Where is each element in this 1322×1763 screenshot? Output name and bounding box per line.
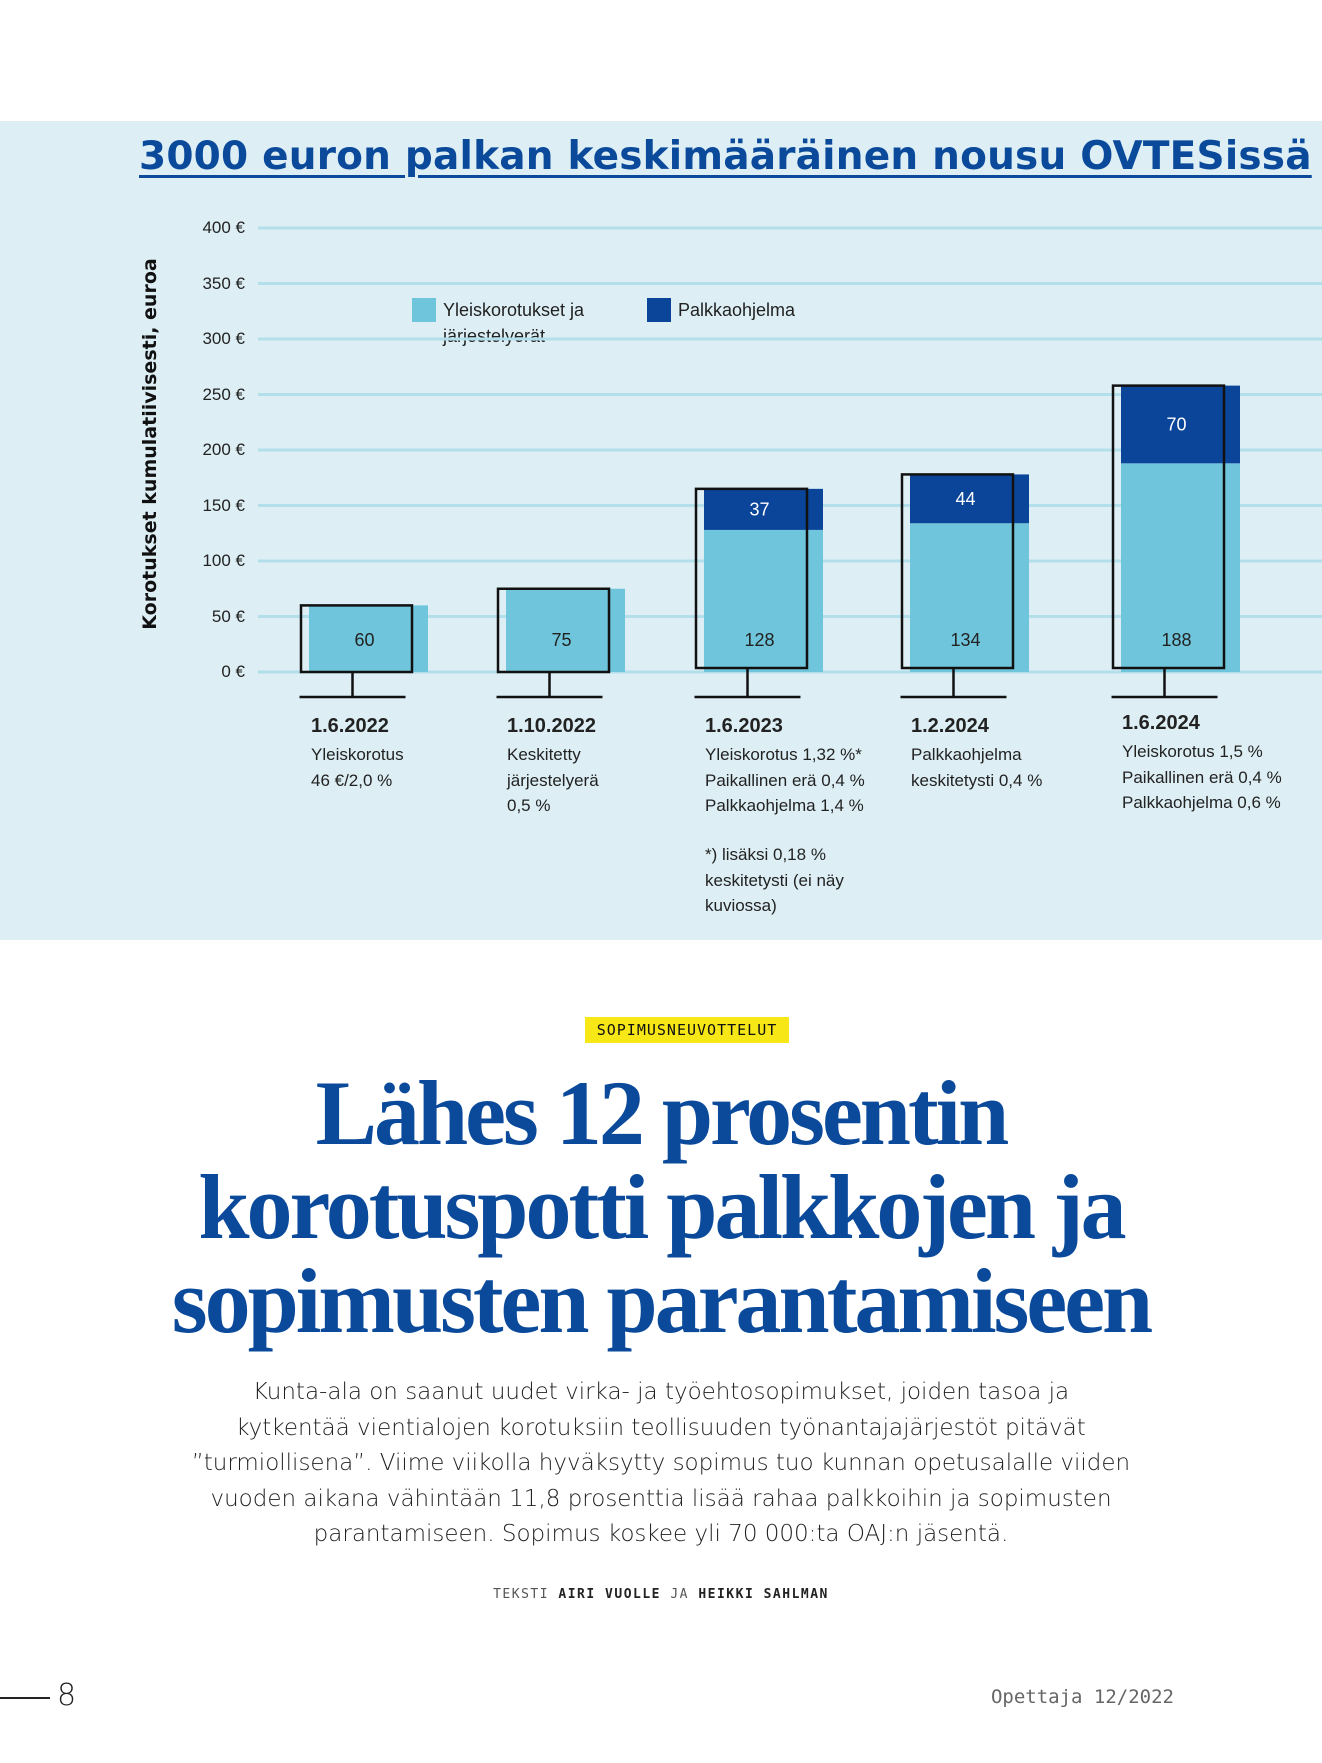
- publication-issue: Opettaja 12/2022: [990, 1686, 1174, 1708]
- category-note: Palkkaohjelma 1,4 %: [705, 796, 864, 815]
- x-category-label: 1.6.2024 Yleiskorotus 1,5 % Paikallinen er…: [1122, 709, 1282, 816]
- data-label-yleiskorotukset: 60: [354, 630, 374, 650]
- bar-yleiskorotukset: [910, 523, 1029, 672]
- category-note: Yleiskorotus 1,5 %: [1122, 742, 1263, 761]
- bar-chart: 60 75 128 37 134 44 188 70: [258, 226, 1322, 699]
- data-label-palkkaohjelma: 70: [1166, 414, 1186, 434]
- category-note: Paikallinen erä 0,4 %: [705, 770, 865, 790]
- section-tag: SOPIMUSNEUVOTTELUT: [585, 1017, 789, 1043]
- bar-yleiskorotukset: [704, 529, 823, 672]
- chart-title: 3000 euron palkan keskimääräinen nousu O…: [139, 134, 1312, 179]
- legend-swatch-yleiskorotukset: [412, 298, 436, 322]
- bar-palkkaohjelma: [704, 488, 823, 530]
- y-tick-label: 0 €: [221, 662, 245, 681]
- y-tick-label: 350 €: [202, 273, 245, 293]
- data-label-palkkaohjelma: 44: [955, 489, 975, 509]
- category-note: Paikallinen erä 0,4 %: [1122, 767, 1282, 787]
- legend-swatch-palkkaohjelma: [647, 298, 671, 322]
- y-tick-label: 200 €: [202, 440, 245, 459]
- y-tick-label: 50 €: [211, 606, 245, 626]
- bar-yleiskorotukset: [506, 588, 625, 672]
- x-category-label: 1.6.2022 Yleiskorotus 46 €/2,0 %: [311, 712, 404, 793]
- data-label-yleiskorotukset: 128: [744, 630, 774, 650]
- category-date: 1.10.2022: [507, 715, 596, 737]
- y-tick-label: 100 €: [202, 551, 245, 570]
- bar-outline: [900, 473, 1015, 670]
- category-date: 1.6.2022: [311, 715, 389, 737]
- data-label-palkkaohjelma: 37: [749, 499, 769, 519]
- category-note: Yleiskorotus: [311, 745, 404, 764]
- category-date: 1.6.2024: [1122, 712, 1200, 734]
- category-date: 1.2.2024: [911, 715, 989, 737]
- category-date: 1.6.2023: [705, 715, 783, 737]
- data-label-yleiskorotukset: 75: [551, 630, 571, 650]
- category-note: Palkkaohjelma: [911, 745, 1022, 764]
- page-number: 8: [57, 1678, 77, 1713]
- bar-outline: [694, 487, 809, 670]
- data-label-yleiskorotukset: 134: [950, 630, 980, 650]
- category-note: 46 €/2,0 %: [311, 770, 393, 790]
- category-note: Yleiskorotus 1,32 %*: [705, 745, 862, 764]
- y-tick-label: 250 €: [202, 384, 245, 404]
- y-tick-label: 300 €: [202, 329, 245, 348]
- category-note: keskitetysti 0,4 %: [911, 770, 1043, 790]
- x-category-label: 1.2.2024 Palkkaohjelma keskitetysti 0,4 %: [911, 712, 1042, 793]
- bar-outline: [1111, 384, 1226, 670]
- data-label-yleiskorotukset: 188: [1161, 630, 1191, 650]
- lead-paragraph: Kunta-ala on saanut uudet virka- ja työe…: [191, 1379, 1131, 1547]
- bar-palkkaohjelma: [910, 474, 1029, 524]
- category-note: 0,5 %: [507, 796, 551, 815]
- chart-panel: [0, 121, 1322, 940]
- category-note: Palkkaohjelma 0,6 %: [1122, 793, 1281, 812]
- category-note: järjestelyerä: [507, 770, 599, 790]
- category-note: Keskitetty: [507, 745, 581, 764]
- headline: Lähes 12 prosentin korotuspotti palkkoje…: [171, 1062, 1153, 1352]
- chart-footnote: *) lisäksi 0,18 % keskitetysti (ei näy kuv…: [705, 845, 844, 915]
- byline: TEKSTI AIRI VUOLLE JA HEIKKI SAHLMAN: [493, 1587, 829, 1602]
- x-category-label: 1.10.2022 Keskitetty järjestelyerä 0,5 %: [507, 712, 599, 819]
- bar-yleiskorotukset: [309, 605, 428, 672]
- y-tick-label: 400 €: [202, 218, 245, 237]
- bar-yleiskorotukset: [1121, 463, 1240, 672]
- legend-label-yleiskorotukset: Yleiskorotukset ja järjestelyerät: [443, 300, 585, 346]
- bar-outline: [299, 604, 414, 674]
- x-category-label: 1.6.2023 Yleiskorotus 1,32 %* Paikallinen …: [705, 712, 865, 819]
- y-tick-label: 150 €: [202, 495, 245, 515]
- bar-outline: [496, 587, 611, 674]
- page-number-rule: [0, 1697, 50, 1699]
- bar-palkkaohjelma: [1121, 385, 1240, 464]
- legend-label-palkkaohjelma: Palkkaohjelma: [678, 300, 796, 320]
